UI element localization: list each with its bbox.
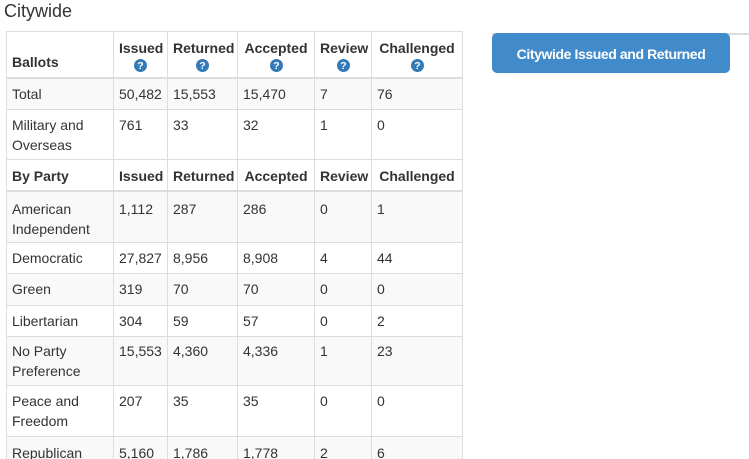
svg-text:?: ?	[137, 60, 143, 72]
svg-text:?: ?	[199, 60, 205, 72]
svg-text:?: ?	[340, 60, 346, 72]
svg-text:?: ?	[273, 60, 279, 72]
svg-text:?: ?	[414, 60, 420, 72]
